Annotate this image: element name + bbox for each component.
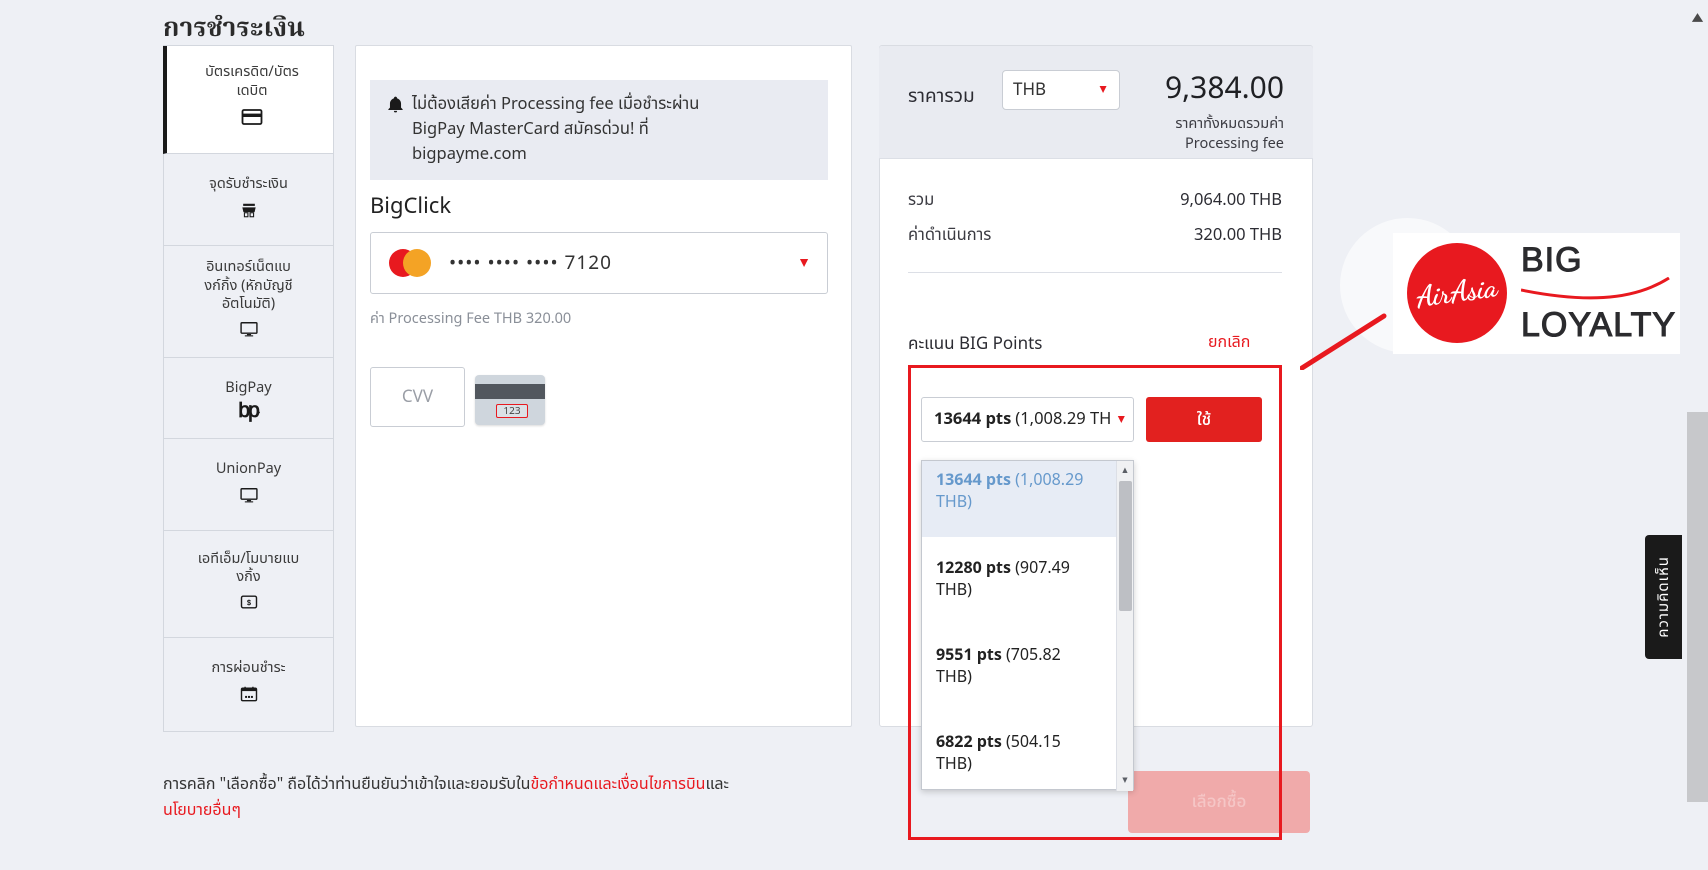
svg-text:$: $ — [246, 598, 251, 607]
